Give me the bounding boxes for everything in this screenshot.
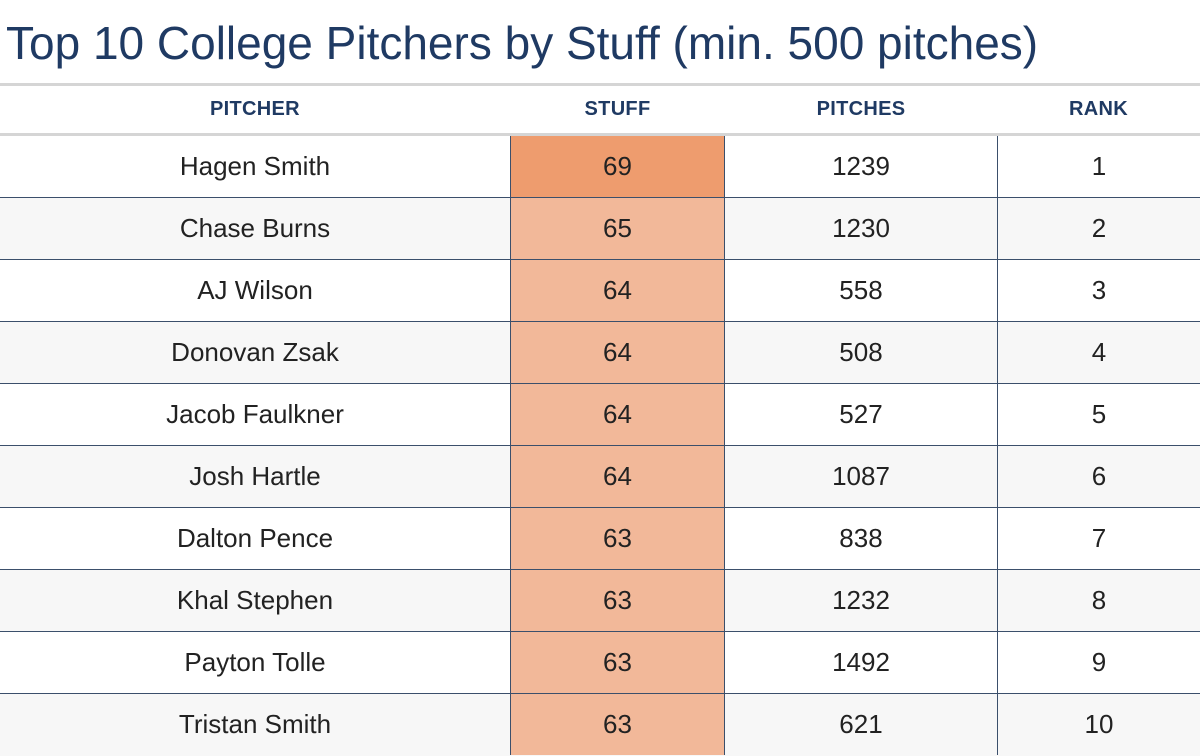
cell-pitcher: Hagen Smith [179,151,331,181]
cell-pitcher: Jacob Faulkner [166,399,344,429]
column-header-pitches: PITCHES [816,98,906,120]
cell-pitches: 527 [839,399,883,429]
table-row: Josh Hartle 64 1087 6 [0,446,1200,508]
cell-pitches: 621 [839,709,883,739]
cell-pitches: 1239 [832,151,890,181]
column-header-stuff: STUFF [584,98,651,120]
cell-pitches: 1232 [832,585,890,615]
table-row: Donovan Zsak 64 508 4 [0,322,1200,384]
cell-pitches: 558 [839,275,883,305]
cell-pitcher: AJ Wilson [197,275,313,305]
cell-stuff: 64 [510,260,725,321]
cell-stuff: 63 [510,632,725,693]
cell-rank: 8 [997,570,1200,631]
table-row: Khal Stephen 63 1232 8 [0,570,1200,632]
cell-rank: 6 [997,446,1200,507]
cell-pitcher: Tristan Smith [178,709,332,739]
cell-pitches: 838 [839,523,883,553]
table-row: Chase Burns 65 1230 2 [0,198,1200,260]
cell-rank: 9 [997,632,1200,693]
column-header-rank: RANK [1069,98,1128,120]
table-row: Hagen Smith 69 1239 1 [0,136,1200,198]
table-row: AJ Wilson 64 558 3 [0,260,1200,322]
cell-pitches: 1492 [832,647,890,677]
cell-pitcher: Khal Stephen [176,585,334,615]
cell-rank: 10 [997,694,1200,755]
table-body: Hagen Smith 69 1239 1 Chase Burns 65 1230 2 AJ W… [0,136,1200,756]
table-row: Jacob Faulkner 64 527 5 [0,384,1200,446]
cell-pitcher: Payton Tolle [184,647,326,677]
cell-pitches: 508 [839,337,883,367]
cell-pitches: 1230 [832,213,890,243]
cell-stuff: 64 [510,384,725,445]
column-header-pitcher: PITCHER [210,98,300,120]
cell-stuff: 63 [510,570,725,631]
cell-rank: 4 [997,322,1200,383]
cell-stuff: 63 [510,508,725,569]
pitchers-table: PITCHER STUFF PITCHES RANK Hagen Smith 69… [0,86,1200,756]
cell-pitches: 1087 [832,461,890,491]
cell-rank: 2 [997,198,1200,259]
table-row: Dalton Pence 63 838 7 [0,508,1200,570]
cell-rank: 1 [997,136,1200,197]
cell-pitcher: Chase Burns [179,213,331,243]
table-row: Payton Tolle 63 1492 9 [0,632,1200,694]
table-header: PITCHER STUFF PITCHES RANK [0,86,1200,136]
table-row: Tristan Smith 63 621 10 [0,694,1200,756]
cell-pitcher: Donovan Zsak [171,337,339,367]
cell-pitcher: Dalton Pence [176,523,334,553]
cell-rank: 5 [997,384,1200,445]
cell-pitcher: Josh Hartle [189,461,321,491]
cell-stuff: 65 [510,198,725,259]
page-title: Top 10 College Pitchers by Stuff (min. 5… [0,0,1200,86]
cell-stuff: 63 [510,694,725,755]
cell-rank: 7 [997,508,1200,569]
cell-rank: 3 [997,260,1200,321]
cell-stuff: 64 [510,322,725,383]
cell-stuff: 69 [510,136,725,197]
cell-stuff: 64 [510,446,725,507]
